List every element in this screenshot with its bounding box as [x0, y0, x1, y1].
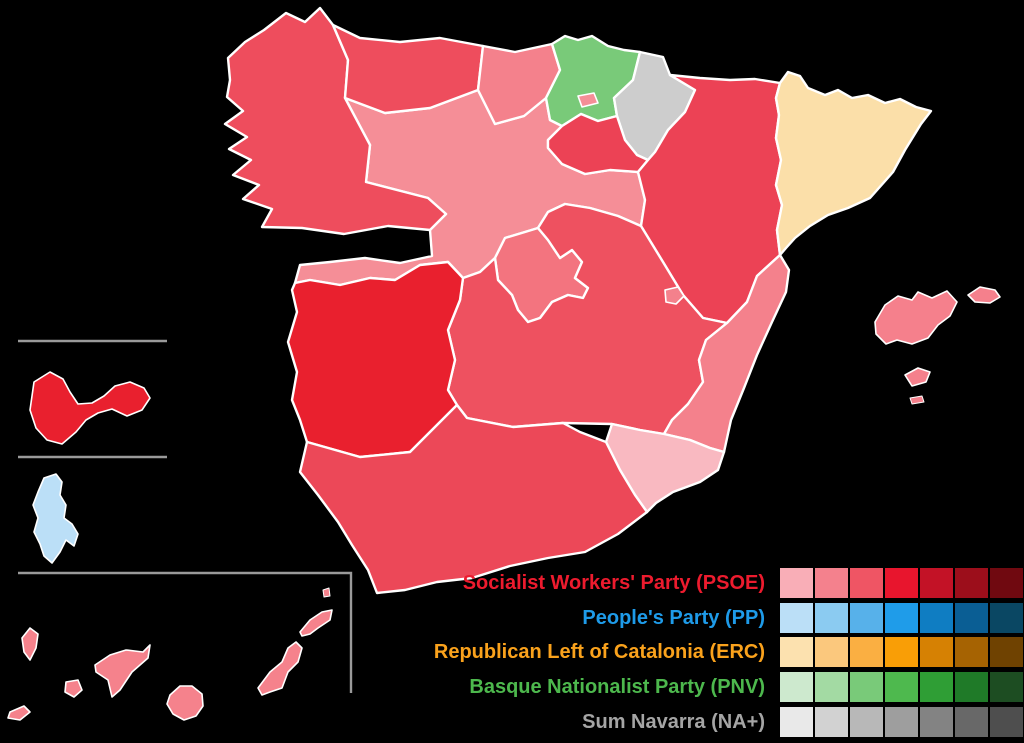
legend-swatch-naplus — [780, 707, 813, 737]
legend-swatch-pp — [850, 603, 883, 633]
legend-row-naplus: Sum Navarra (NA+) — [0, 707, 1023, 737]
legend-label-naplus: Sum Navarra (NA+) — [582, 711, 765, 733]
legend-swatches-pp — [780, 603, 1023, 633]
legend-row-pnv: Basque Nationalist Party (PNV) — [0, 672, 1023, 702]
legend-swatch-psoe — [780, 568, 813, 598]
legend-swatch-pnv — [815, 672, 848, 702]
region-trevino-enclave — [577, 92, 599, 108]
legend-swatch-pnv — [850, 672, 883, 702]
legend-row-psoe: Socialist Workers' Party (PSOE) — [0, 568, 1023, 598]
balearic-islands-group — [874, 286, 1001, 405]
legend-swatch-erc — [920, 637, 953, 667]
canary-fuerteventura — [257, 641, 303, 696]
legend-swatch-naplus — [815, 707, 848, 737]
canary-inset-border — [18, 571, 353, 693]
island-menorca — [967, 286, 1001, 304]
legend-swatch-pp — [780, 603, 813, 633]
island-formentera — [909, 395, 925, 405]
legend-swatch-psoe — [885, 568, 918, 598]
legend-swatch-pp — [885, 603, 918, 633]
legend-swatches-psoe — [780, 568, 1023, 598]
legend-swatch-naplus — [990, 707, 1023, 737]
legend-swatch-pp — [955, 603, 988, 633]
region-extremadura — [286, 260, 465, 459]
legend-swatch-pp — [920, 603, 953, 633]
legend-label-psoe: Socialist Workers' Party (PSOE) — [462, 572, 765, 594]
legend-label-pp: People's Party (PP) — [582, 607, 765, 629]
legend-row-erc: Republican Left of Catalonia (ERC) — [0, 637, 1023, 667]
legend-swatch-naplus — [920, 707, 953, 737]
canary-gran-canaria — [166, 685, 204, 721]
inset-ceuta — [29, 371, 151, 445]
legend-swatch-pnv — [885, 672, 918, 702]
legend-swatch-pp — [815, 603, 848, 633]
legend-swatch-pnv — [920, 672, 953, 702]
region-andalusia — [298, 403, 649, 595]
legend-swatch-psoe — [955, 568, 988, 598]
legend-swatch-erc — [990, 637, 1023, 667]
legend-swatch-psoe — [850, 568, 883, 598]
legend-swatch-pp — [990, 603, 1023, 633]
canary-la-gomera — [64, 679, 83, 698]
legend-swatch-pnv — [990, 672, 1023, 702]
legend-swatch-pnv — [955, 672, 988, 702]
island-ibiza — [904, 367, 931, 387]
legend-swatch-psoe — [920, 568, 953, 598]
legend-swatches-naplus — [780, 707, 1023, 737]
legend-swatch-psoe — [990, 568, 1023, 598]
legend-swatch-naplus — [885, 707, 918, 737]
canary-la-graciosa — [322, 587, 331, 598]
legend-swatch-erc — [885, 637, 918, 667]
legend-label-pnv: Basque Nationalist Party (PNV) — [469, 676, 765, 698]
region-catalonia — [774, 70, 933, 257]
legend-label-erc: Republican Left of Catalonia (ERC) — [433, 641, 765, 663]
island-mallorca — [874, 290, 958, 345]
canary-la-palma — [21, 627, 39, 661]
region-valencia-ademuz-exclave — [664, 286, 685, 305]
legend-swatches-pnv — [780, 672, 1023, 702]
mainland-regions — [223, 6, 933, 595]
legend-swatch-pnv — [780, 672, 813, 702]
legend-swatch-erc — [850, 637, 883, 667]
legend-swatches-erc — [780, 637, 1023, 667]
legend-swatch-erc — [780, 637, 813, 667]
legend-swatch-naplus — [955, 707, 988, 737]
legend-swatch-naplus — [850, 707, 883, 737]
legend-swatch-erc — [815, 637, 848, 667]
canary-lanzarote — [299, 609, 333, 637]
legend-swatch-psoe — [815, 568, 848, 598]
canary-islands-group — [7, 587, 333, 721]
canary-tenerife — [94, 644, 151, 698]
inset-melilla — [32, 473, 79, 564]
legend-row-pp: People's Party (PP) — [0, 603, 1023, 633]
canary-el-hierro — [7, 705, 31, 721]
legend-swatch-erc — [955, 637, 988, 667]
